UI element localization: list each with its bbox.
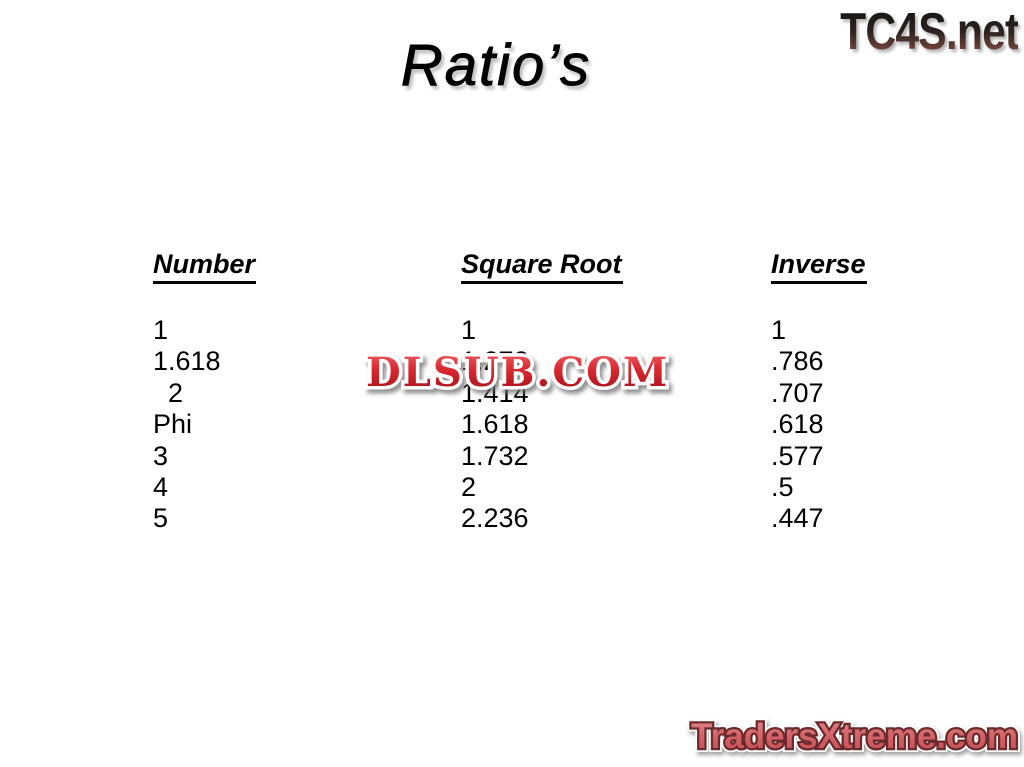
dlsub-watermark-text: DLSUB.COM bbox=[366, 349, 670, 396]
table-cell: 1.618 bbox=[153, 346, 221, 377]
table-cell: 2 bbox=[461, 471, 477, 502]
table-cell: 5 bbox=[153, 503, 169, 534]
table-cell: .447 bbox=[771, 503, 824, 534]
table-cell: 1.618 bbox=[461, 409, 529, 440]
table-cell: 3 bbox=[153, 440, 169, 471]
table-cell: 2.236 bbox=[461, 503, 529, 534]
table-cell: 1 bbox=[771, 315, 787, 345]
table-cell: 1.732 bbox=[461, 440, 529, 471]
table-cell: .5 bbox=[771, 471, 794, 502]
column-inverse: Inverse 1 .786 .707 .618 .577 .5 .447 bbox=[771, 249, 867, 535]
table-cell: .618 bbox=[771, 409, 824, 440]
column-inverse-rows: 1 .786 .707 .618 .577 .5 .447 bbox=[771, 315, 867, 535]
table-cell: 2 bbox=[153, 377, 184, 408]
column-header-inverse: Inverse bbox=[771, 249, 867, 284]
table-cell: 1 bbox=[461, 315, 477, 345]
tradersxtreme-inner-outline: TradersXtreme.com bbox=[689, 715, 1020, 759]
table-cell: Phi bbox=[153, 409, 193, 440]
tradersxtreme-outer-outline: TradersXtreme.com bbox=[687, 713, 1022, 760]
column-square-root-rows: 1 1.272 1.414 1.618 1.732 2 2.236 bbox=[461, 315, 623, 535]
column-header-square-root: Square Root bbox=[461, 249, 623, 284]
table-cell: .707 bbox=[771, 377, 824, 408]
column-header-number: Number bbox=[153, 249, 257, 284]
dlsub-watermark: DLSUB.COM DLSUB.COM bbox=[362, 346, 670, 400]
table-cell: 1 bbox=[153, 315, 169, 345]
dlsub-watermark-outline: DLSUB.COM bbox=[362, 346, 670, 400]
tradersxtreme-watermark: TradersXtreme.com TradersXtreme.com Trad… bbox=[687, 713, 1022, 760]
slide-title: Ratio’s bbox=[400, 33, 592, 99]
table-cell: 1.272 bbox=[461, 346, 623, 377]
table-cell: .786 bbox=[771, 346, 824, 377]
column-square-root: Square Root 1 1.272 1.414 1.618 1.732 2 … bbox=[461, 249, 623, 535]
table-cell: 1.414 bbox=[461, 378, 623, 409]
column-number: Number 1 1.618 2 Phi 3 4 5 bbox=[153, 249, 257, 535]
column-number-rows: 1 1.618 2 Phi 3 4 5 bbox=[153, 315, 256, 535]
tradersxtreme-text: TradersXtreme.com bbox=[691, 717, 1018, 756]
table-cell: .577 bbox=[771, 440, 824, 471]
tc4s-watermark: TC4S.net bbox=[839, 3, 1019, 61]
table-cell: 4 bbox=[153, 471, 169, 502]
